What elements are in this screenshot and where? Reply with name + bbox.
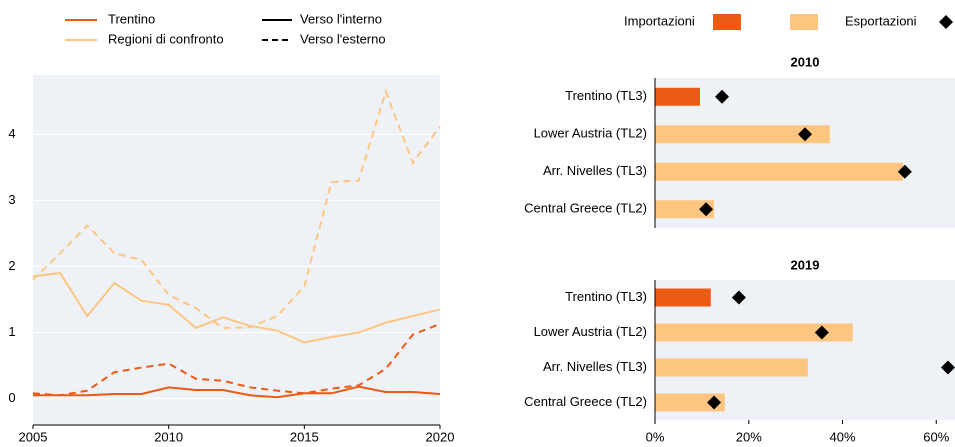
bar bbox=[655, 393, 725, 412]
export-marker bbox=[897, 164, 912, 179]
y-tick-label: 4 bbox=[8, 126, 15, 141]
legend-swatch bbox=[790, 14, 818, 30]
category-label: Trentino (TL3) bbox=[565, 289, 647, 304]
bar bbox=[655, 87, 700, 106]
export-marker bbox=[699, 202, 714, 217]
export-marker bbox=[707, 395, 722, 410]
export-marker bbox=[731, 290, 746, 305]
category-label: Lower Austria (TL2) bbox=[534, 324, 647, 339]
bar bbox=[655, 323, 853, 342]
category-label: Trentino (TL3) bbox=[565, 88, 647, 103]
x-tick-label: 40% bbox=[829, 429, 855, 444]
y-tick-label: 2 bbox=[8, 258, 15, 273]
legend-label: Importazioni bbox=[624, 13, 695, 28]
bar bbox=[655, 125, 830, 144]
panel-title: 2019 bbox=[791, 257, 820, 272]
legend-swatch bbox=[713, 14, 741, 30]
legend-label: Esportazioni bbox=[845, 13, 917, 28]
panel-title: 2010 bbox=[791, 54, 820, 69]
x-tick-label: 0% bbox=[646, 429, 665, 444]
series-line bbox=[33, 385, 441, 399]
export-marker bbox=[798, 127, 812, 142]
legend-label: Regioni di confronto bbox=[108, 31, 224, 46]
series-line bbox=[32, 323, 441, 397]
legend-label: Trentino bbox=[108, 11, 155, 26]
legend-label: Verso l'esterno bbox=[300, 31, 386, 46]
bar bbox=[655, 358, 808, 377]
y-tick-label: 3 bbox=[8, 192, 15, 207]
x-tick-label: 60% bbox=[923, 429, 949, 444]
x-tick-label: 20% bbox=[736, 429, 762, 444]
category-label: Central Greece (TL2) bbox=[524, 394, 647, 409]
export-marker bbox=[940, 360, 955, 375]
x-tick-label: 2005 bbox=[19, 429, 48, 444]
export-marker bbox=[814, 325, 829, 340]
category-label: Arr. Nivelles (TL3) bbox=[543, 359, 647, 374]
legend-label: Verso l'interno bbox=[300, 11, 382, 26]
x-tick-label: 2015 bbox=[290, 429, 319, 444]
bar bbox=[655, 288, 711, 307]
x-tick-label: 2010 bbox=[154, 429, 183, 444]
series-line bbox=[32, 272, 441, 344]
export-marker bbox=[715, 89, 730, 104]
series-line bbox=[32, 88, 441, 329]
category-label: Lower Austria (TL2) bbox=[534, 126, 647, 141]
x-tick-label: 2020 bbox=[426, 429, 455, 444]
category-label: Arr. Nivelles (TL3) bbox=[543, 163, 647, 178]
category-label: Central Greece (TL2) bbox=[524, 201, 647, 216]
legend-swatch bbox=[939, 15, 953, 29]
bar bbox=[655, 200, 715, 219]
y-tick-label: 1 bbox=[8, 324, 15, 339]
bar bbox=[655, 162, 903, 181]
y-tick-label: 0 bbox=[8, 390, 15, 405]
